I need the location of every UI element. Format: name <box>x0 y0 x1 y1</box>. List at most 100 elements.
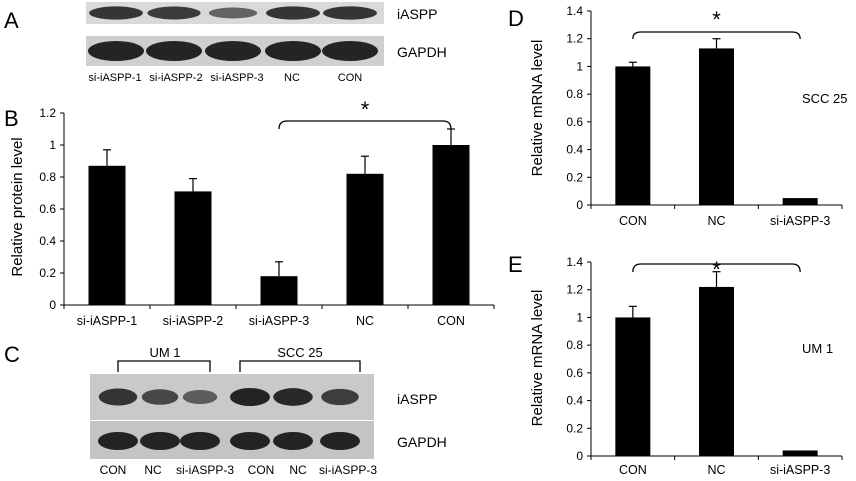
panel-c: C UM 1 SCC 25 iASPP GAPDH CON NC si-iASP… <box>4 342 447 477</box>
chart-e-bar <box>615 317 651 456</box>
panel-e: E Relative mRNA level UM 1 0 0.2 0.4 0.6 0.8… <box>508 252 843 477</box>
chart-b-bar <box>346 173 384 305</box>
chart-d-y-tick-label: 0.4 <box>566 143 583 157</box>
blot-c-gapdh-band <box>320 432 360 450</box>
chart-e-significance-bracket <box>632 263 801 273</box>
panel-d-letter: D <box>508 6 524 31</box>
blot-c-lane-label: si-iASPP-3 <box>319 463 377 477</box>
chart-e-y-tick-label: 1 <box>576 310 583 324</box>
blot-a-lane-label: NC <box>284 72 300 84</box>
blot-c-label-iaspp: iASPP <box>397 391 437 407</box>
blot-c-iaspp-band <box>98 388 138 406</box>
blot-a-bands <box>88 6 378 61</box>
chart-d-bar <box>615 66 651 205</box>
chart-b-category-label: si-iASPP-2 <box>163 314 223 328</box>
blot-c-gapdh-band <box>230 432 270 450</box>
blot-c-bands <box>98 388 360 450</box>
blot-a-label-iaspp: iASPP <box>397 6 437 22</box>
blot-c-lane-label: NC <box>289 463 307 477</box>
chart-e-y-tick-label: 0.2 <box>566 421 583 435</box>
blot-a-iaspp-band <box>323 6 377 20</box>
chart-e-annotation: UM 1 <box>802 341 833 356</box>
chart-d-category-label: si-iASPP-3 <box>770 214 830 228</box>
chart-b: 0 0.2 0.4 0.6 0.8 1 1.2 si-iASPP-1 si-iASPP-2 si-… <box>39 97 495 328</box>
blot-c-group-label: SCC 25 <box>277 345 323 360</box>
blot-c-lane-labels: CON NC si-iASPP-3 CON NC si-iASPP-3 <box>100 463 378 477</box>
chart-d-bar <box>782 198 818 205</box>
blot-c-gapdh-band <box>273 432 313 450</box>
chart-e-category-label: si-iASPP-3 <box>770 463 830 477</box>
chart-b-y-tick-label: 1.2 <box>39 106 56 120</box>
chart-b-y-tick-label: 0.8 <box>39 170 56 184</box>
panel-c-letter: C <box>4 342 20 367</box>
chart-d-y-tick-label: 0 <box>576 198 583 212</box>
chart-d-y-tick-label: 1.2 <box>566 32 583 46</box>
chart-e-y-tick-label: 0.4 <box>566 394 583 408</box>
chart-b-significance-star: * <box>361 97 370 122</box>
chart-b-ylabel: Relative protein level <box>9 137 26 276</box>
chart-b-category-label: CON <box>437 314 465 328</box>
blot-c-gapdh-band <box>98 432 138 450</box>
panel-b: B Relative protein level 0 0.2 0.4 0.6 0.8 1 1… <box>4 97 495 328</box>
chart-b-y-tick-label: 1 <box>49 138 56 152</box>
chart-d-bar <box>699 48 734 205</box>
chart-d-category-label: CON <box>619 214 647 228</box>
chart-e-y-tick-label: 1.4 <box>566 255 583 269</box>
blot-a-gapdh-band <box>146 41 202 61</box>
chart-b-y-tick-label: 0.4 <box>39 234 56 248</box>
chart-e-y-tick-label: 1.2 <box>566 283 583 297</box>
chart-e-y-tick-label: 0.8 <box>566 338 583 352</box>
panel-a-letter: A <box>4 8 19 33</box>
chart-e-ylabel: Relative mRNA level <box>529 290 546 427</box>
blot-a-iaspp-band <box>89 6 143 20</box>
blot-c-lane-label: CON <box>100 463 127 477</box>
blot-a-lane-label: si-iASPP-3 <box>210 72 263 84</box>
blot-c-gapdh-band <box>140 432 180 450</box>
chart-b-significance-bracket <box>278 120 452 130</box>
chart-d-y-tick-label: 0.2 <box>566 170 583 184</box>
blot-a-gapdh-band <box>205 41 261 61</box>
blot-c-group-bracket-um1 <box>117 360 211 372</box>
blot-c-iaspp-band <box>321 388 359 406</box>
chart-b-bar <box>88 165 126 305</box>
chart-d-significance-star: * <box>712 7 721 32</box>
chart-e-category-label: NC <box>707 463 725 477</box>
chart-e-y-tick-label: 0 <box>576 449 583 463</box>
blot-c-label-gapdh: GAPDH <box>397 434 447 450</box>
blot-c-iaspp-band <box>182 389 218 405</box>
blot-c-group-label: UM 1 <box>149 345 180 360</box>
blot-a-lane-label: CON <box>338 72 363 84</box>
chart-e-bar <box>699 286 734 456</box>
blot-c-group-bracket-scc25 <box>239 360 361 372</box>
chart-b-bar <box>174 191 212 305</box>
chart-b-category-label: si-iASPP-1 <box>77 314 137 328</box>
chart-b-y-tick-label: 0.6 <box>39 202 56 216</box>
chart-d-ylabel: Relative mRNA level <box>529 40 546 177</box>
chart-d-significance-bracket <box>632 31 801 40</box>
panel-e-letter: E <box>508 252 523 277</box>
panel-a: A iASPP GAPDH si-iASPP-1 si-iASPP-2 si-i… <box>4 2 447 84</box>
blot-c-lane-label: NC <box>144 463 162 477</box>
chart-d-annotation: SCC 25 <box>802 91 848 106</box>
chart-d-y-tick-label: 1.4 <box>566 4 583 18</box>
blot-c-lane-label: CON <box>248 463 275 477</box>
chart-d-y-tick-label: 0.8 <box>566 87 583 101</box>
chart-d-category-label: NC <box>707 214 725 228</box>
chart-b-category-label: NC <box>356 314 374 328</box>
chart-b-category-label: si-iASPP-3 <box>249 314 309 328</box>
blot-a-iaspp-band <box>208 7 258 19</box>
chart-e-y-tick-label: 0.6 <box>566 366 583 380</box>
chart-d-y-tick-label: 1 <box>576 59 583 73</box>
blot-a-lane-labels: si-iASPP-1 si-iASPP-2 si-iASPP-3 NC CON <box>88 72 362 84</box>
blot-a-iaspp-band <box>266 6 320 20</box>
panel-b-letter: B <box>4 106 19 131</box>
blot-a-gapdh-band <box>265 41 321 61</box>
chart-b-bar <box>432 145 470 305</box>
blot-c-iaspp-band <box>230 388 270 406</box>
chart-e: 0 0.2 0.4 0.6 0.8 1 1.2 1.4 CON NC si-iASPP-3 * <box>566 255 843 477</box>
blot-a-gapdh-band <box>88 41 144 61</box>
blot-c-iaspp-band <box>273 388 313 406</box>
blot-a-lane-label: si-iASPP-2 <box>149 72 202 84</box>
chart-d: 0 0.2 0.4 0.6 0.8 1 1.2 1.4 CON NC si-iASPP-3 * <box>566 4 843 228</box>
